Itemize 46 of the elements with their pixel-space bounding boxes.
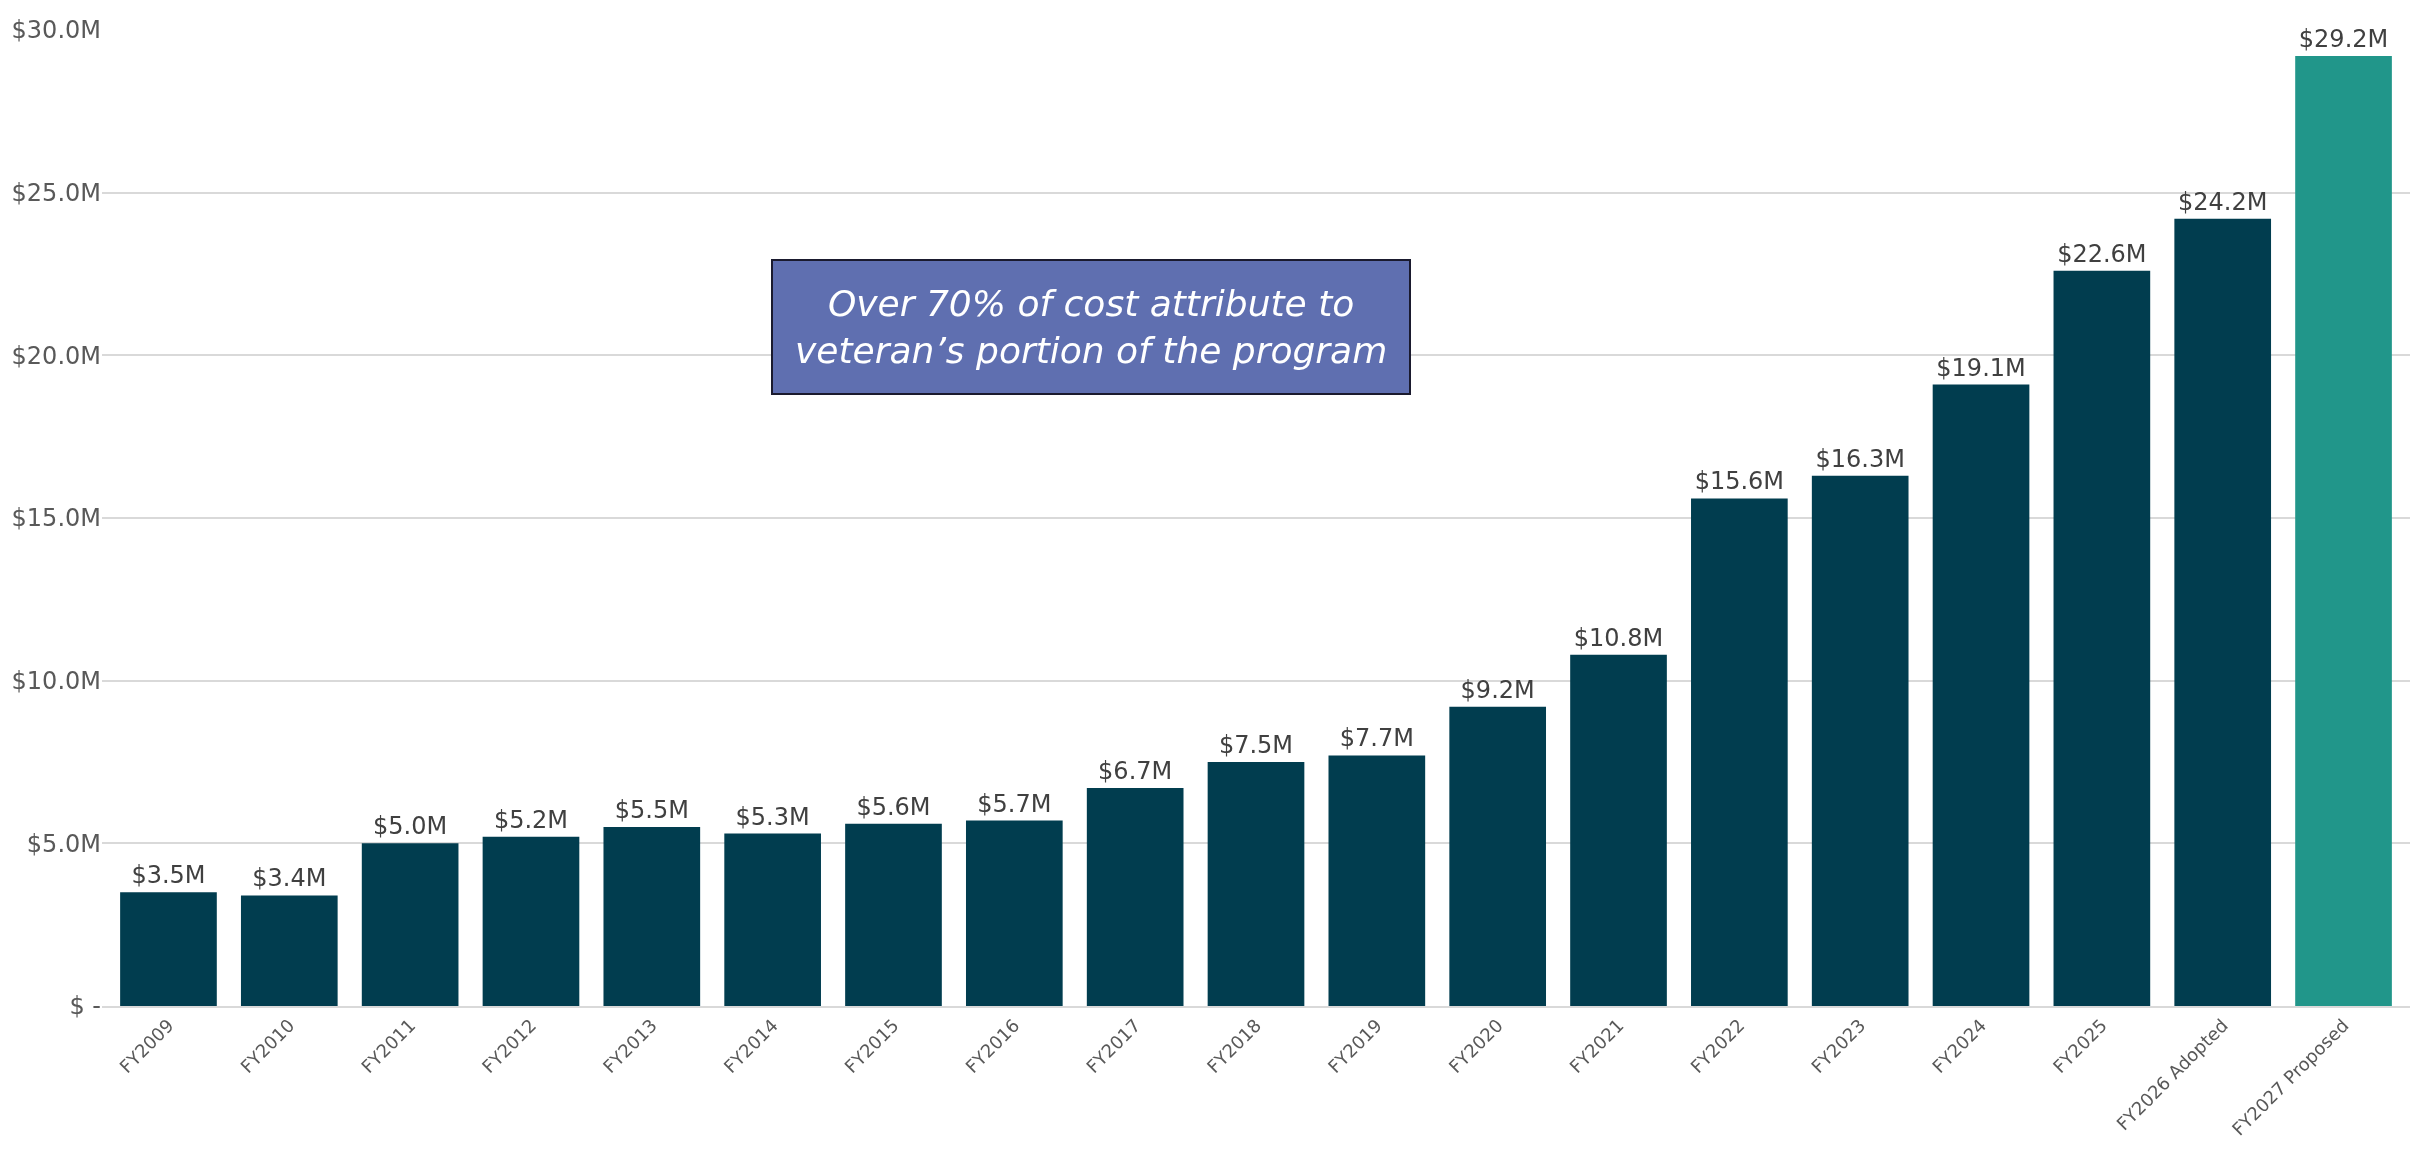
bar <box>482 836 580 1006</box>
annotation: Over 70% of cost attribute to veteran’s portion of the program <box>795 283 1388 371</box>
bar <box>2174 218 2272 1006</box>
bar <box>603 827 701 1006</box>
data-label: $24.2M <box>2177 187 2268 216</box>
y-tick-label: $25.0M <box>11 179 101 208</box>
bar <box>120 892 217 1006</box>
bar <box>1811 475 1909 1006</box>
data-label: $5.2M <box>493 805 569 834</box>
y-tick-label: $10.0M <box>11 667 101 696</box>
bar <box>1086 788 1184 1006</box>
data-label: $5.6M <box>856 792 931 821</box>
bar <box>361 843 459 1006</box>
bar <box>845 823 942 1006</box>
data-label: $5.0M <box>373 812 448 841</box>
data-label: $10.8M <box>1573 623 1664 652</box>
bar <box>240 895 338 1006</box>
bar <box>1207 762 1305 1006</box>
data-label: $7.7M <box>1339 724 1414 753</box>
data-label: $22.6M <box>2057 239 2147 268</box>
data-label: $7.5M <box>1218 731 1294 759</box>
bar <box>1570 654 1667 1006</box>
data-label: $15.6M <box>1694 467 1785 496</box>
y-tick-label: $20.0M <box>11 341 101 370</box>
y-tick-label: $ - <box>69 992 101 1021</box>
bar <box>1449 706 1547 1006</box>
data-label: $5.5M <box>614 796 689 825</box>
data-label: $9.2M <box>1460 675 1535 704</box>
y-tick-label: $15.0M <box>11 504 101 533</box>
data-label: $5.3M <box>735 802 810 831</box>
bar <box>2053 270 2151 1006</box>
bar <box>1932 384 2030 1006</box>
data-label: $29.2M <box>2298 25 2389 54</box>
data-label: $16.3M <box>1815 444 1905 473</box>
data-label: $5.7M <box>977 789 1052 818</box>
bar <box>965 820 1063 1006</box>
bar <box>1691 498 1788 1006</box>
y-tick-label: $5.0M <box>26 829 101 858</box>
bar <box>724 833 821 1006</box>
data-label: $6.7M <box>1098 757 1173 786</box>
data-label: $3.4M <box>252 864 327 893</box>
y-tick-label: $30.0M <box>11 16 101 45</box>
bar <box>1328 755 1426 1006</box>
bar <box>2295 56 2392 1006</box>
data-label: $19.1M <box>1936 353 2026 382</box>
data-label: $3.5M <box>131 861 206 890</box>
